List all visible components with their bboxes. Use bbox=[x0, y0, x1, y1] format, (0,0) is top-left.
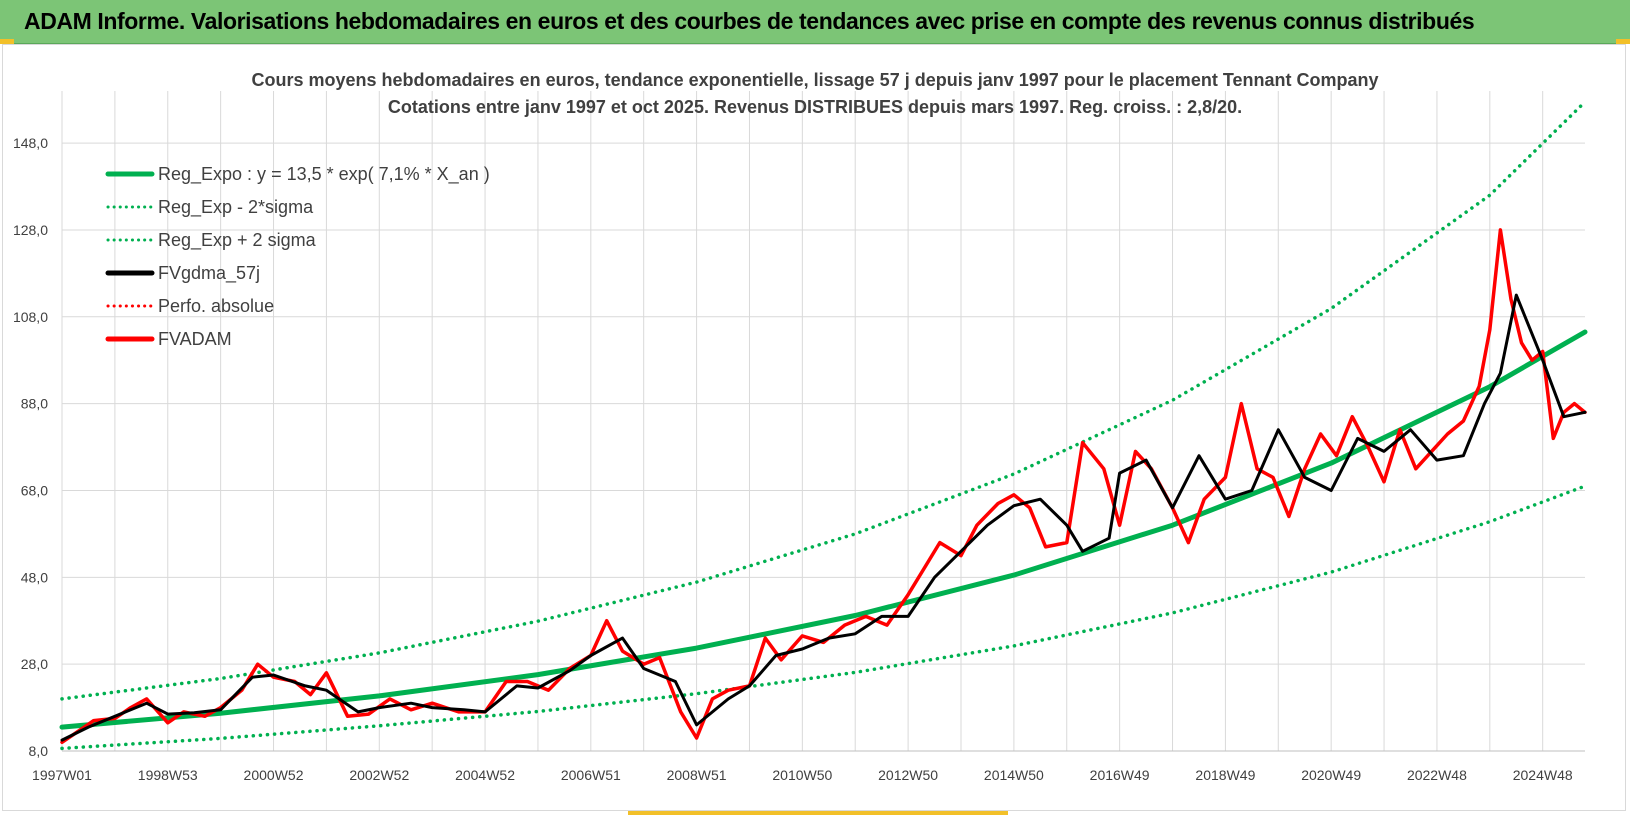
y-axis: 8,0 28,0 48,0 68,0 88,0 108,0 128,0 148,0 bbox=[13, 135, 48, 759]
chart-frame bbox=[2, 44, 1626, 811]
x-tick-label: 2004W52 bbox=[455, 767, 515, 783]
x-tick-label: 2010W50 bbox=[772, 767, 832, 783]
legend-label: Reg_Expo : y = 13,5 * exp( 7,1% * X_an ) bbox=[158, 164, 490, 185]
y-tick-label: 88,0 bbox=[21, 396, 48, 412]
chart-title-line2: Cotations entre janv 1997 et oct 2025. R… bbox=[388, 97, 1242, 117]
x-tick-label: 2012W50 bbox=[878, 767, 938, 783]
x-tick-label: 2020W49 bbox=[1301, 767, 1361, 783]
grid bbox=[61, 91, 1585, 752]
x-tick-label: 1997W01 bbox=[32, 767, 92, 783]
bottom-accent bbox=[628, 811, 1008, 815]
y-tick-label: 148,0 bbox=[13, 135, 48, 151]
x-axis: 1997W01 1998W53 2000W52 2002W52 2004W52 2006W… bbox=[32, 767, 1573, 783]
page-title: ADAM Informe. Valorisations hebdomadaire… bbox=[24, 8, 1475, 34]
chart-title-line1: Cours moyens hebdomadaires en euros, ten… bbox=[251, 70, 1378, 90]
x-tick-label: 2024W48 bbox=[1513, 767, 1573, 783]
x-tick-label: 1998W53 bbox=[138, 767, 198, 783]
x-tick-label: 2000W52 bbox=[244, 767, 304, 783]
series-reg-plus-2sigma bbox=[60, 100, 1587, 701]
x-tick-label: 2018W49 bbox=[1195, 767, 1255, 783]
series-fvgdma-57j bbox=[60, 293, 1587, 742]
corner-accent-right bbox=[1616, 39, 1630, 44]
y-tick-label: 8,0 bbox=[29, 743, 49, 759]
series-reg-minus-2sigma bbox=[60, 484, 1587, 751]
series-reg-expo bbox=[59, 329, 1588, 730]
series-fvadam bbox=[60, 228, 1587, 745]
x-tick-label: 2014W50 bbox=[984, 767, 1044, 783]
x-tick-label: 2016W49 bbox=[1090, 767, 1150, 783]
y-tick-label: 128,0 bbox=[13, 222, 48, 238]
header-bar: ADAM Informe. Valorisations hebdomadaire… bbox=[0, 0, 1630, 44]
y-tick-label: 108,0 bbox=[13, 309, 48, 325]
legend-label: Reg_Exp + 2 sigma bbox=[158, 230, 317, 251]
x-tick-label: 2006W51 bbox=[561, 767, 621, 783]
chart: Cours moyens hebdomadaires en euros, ten… bbox=[13, 70, 1588, 783]
legend-label: FVADAM bbox=[158, 329, 232, 349]
y-tick-label: 28,0 bbox=[21, 656, 48, 672]
legend-label: FVgdma_57j bbox=[158, 263, 260, 284]
legend-label: Reg_Exp - 2*sigma bbox=[158, 197, 314, 218]
x-tick-label: 2002W52 bbox=[349, 767, 409, 783]
corner-accent-left bbox=[0, 39, 14, 44]
x-tick-label: 2022W48 bbox=[1407, 767, 1467, 783]
x-tick-label: 2008W51 bbox=[667, 767, 727, 783]
y-tick-label: 48,0 bbox=[21, 569, 48, 585]
series-group bbox=[59, 100, 1588, 751]
y-tick-label: 68,0 bbox=[21, 482, 48, 498]
legend-label: Perfo. absolue bbox=[158, 296, 274, 316]
legend: Reg_Expo : y = 13,5 * exp( 7,1% * X_an )… bbox=[105, 164, 490, 349]
